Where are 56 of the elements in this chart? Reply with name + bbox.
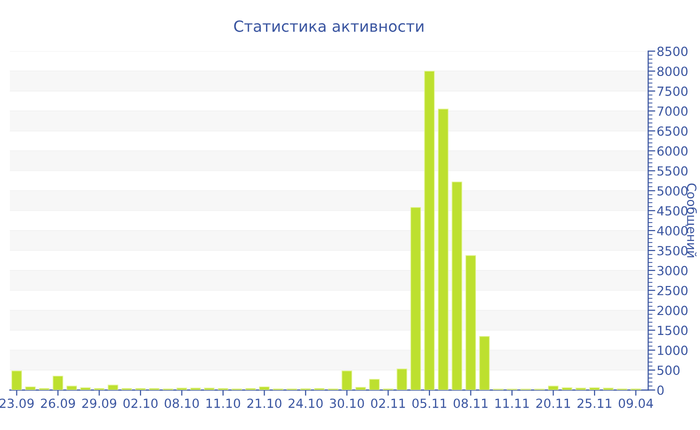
bar xyxy=(548,386,559,390)
y-tick-label: 1000 xyxy=(658,346,688,356)
bar xyxy=(25,386,36,390)
bar xyxy=(342,370,352,390)
x-tick-label: 30.10 xyxy=(330,398,364,408)
y-tick-label: 0 xyxy=(657,385,664,395)
x-tick-label: 05.11 xyxy=(412,398,446,408)
y-tick-label: 5500 xyxy=(658,166,688,176)
y-tick-label: 8000 xyxy=(657,66,688,76)
bar xyxy=(80,387,91,390)
bar xyxy=(108,384,118,390)
y-tick-label: 8500 xyxy=(657,46,688,56)
y-tick-label: 6000 xyxy=(657,146,688,156)
y-axis-title: Сообщений xyxy=(685,183,697,258)
bar xyxy=(66,386,78,390)
bar xyxy=(396,368,408,390)
x-tick-label: 24.10 xyxy=(288,398,323,408)
bar xyxy=(589,387,600,390)
y-tick-label: 6500 xyxy=(657,126,688,136)
bar xyxy=(452,182,462,390)
bar xyxy=(562,387,572,390)
y-tick-label: 3500 xyxy=(657,246,688,256)
x-tick-label: 08.11 xyxy=(454,398,488,408)
y-tick-label: 2000 xyxy=(657,306,688,316)
bar xyxy=(424,70,435,390)
x-tick-label: 21.10 xyxy=(247,398,282,408)
bar xyxy=(52,376,64,390)
bar xyxy=(259,386,270,390)
x-tick-label: 02.10 xyxy=(123,398,158,408)
x-tick-label: 02.11 xyxy=(371,398,405,408)
y-tick-label: 1500 xyxy=(658,326,688,336)
bar xyxy=(355,386,366,390)
x-tick-label: 08.10 xyxy=(164,398,199,408)
x-tick-label: 26.09 xyxy=(40,398,75,408)
y-tick-label: 3000 xyxy=(657,266,688,276)
x-tick-label: 25.11 xyxy=(578,398,612,408)
y-tick-label: 4000 xyxy=(657,226,688,236)
x-tick-label: 20.11 xyxy=(536,398,570,408)
y-tick-label: 7000 xyxy=(658,106,688,116)
x-tick-label: 09.04 xyxy=(618,398,654,408)
bar xyxy=(11,370,22,390)
bar xyxy=(410,207,421,390)
x-tick-label: 29.09 xyxy=(82,398,116,408)
y-tick-label: 2500 xyxy=(657,286,688,296)
y-tick-label: 7500 xyxy=(658,86,688,96)
chart-title: Статистика активности xyxy=(234,20,424,32)
bar xyxy=(438,108,448,390)
x-tick-label: 11.11 xyxy=(495,398,529,408)
y-tick-label: 500 xyxy=(658,366,680,376)
bar xyxy=(465,255,476,390)
y-tick-label: 5000 xyxy=(658,186,688,196)
bar xyxy=(479,336,490,390)
bar xyxy=(369,378,380,390)
x-tick-label: 23.09 xyxy=(0,398,34,408)
x-tick-label: 11.10 xyxy=(206,398,240,408)
y-tick-label: 4500 xyxy=(657,206,688,216)
